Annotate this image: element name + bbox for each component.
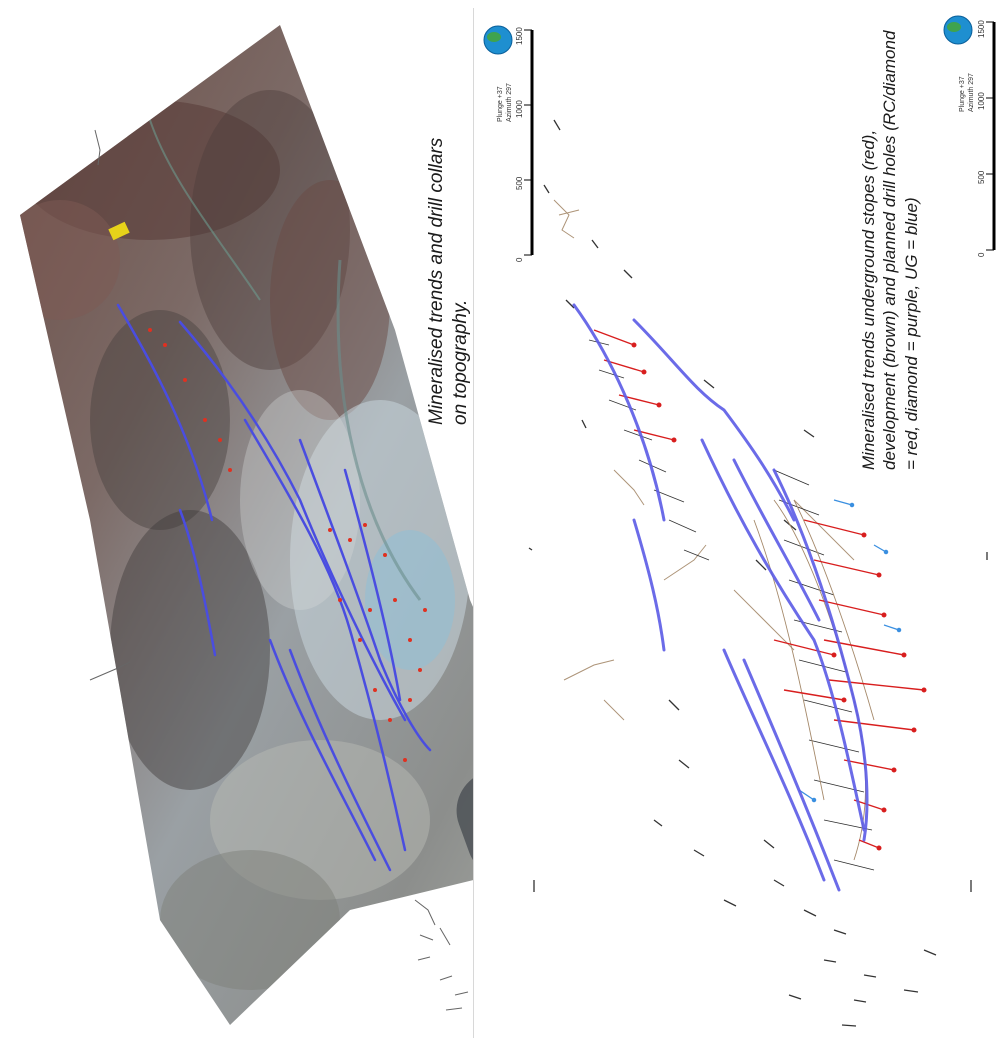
left-scale-500: 500	[515, 176, 524, 190]
terrain-texture	[20, 90, 473, 990]
underground-view-panel	[474, 0, 1001, 1046]
right-plunge-label: Plunge +37	[959, 76, 966, 112]
right-azimuth-label: Azimuth 297	[968, 73, 975, 112]
infrastructure-marker	[108, 221, 130, 241]
right-scale-500: 500	[977, 170, 986, 184]
right-scale-0: 0	[977, 252, 986, 257]
development-workings	[553, 199, 855, 721]
topography-map	[20, 25, 473, 1025]
left-scale-0: 0	[515, 257, 524, 262]
stope-cluster-main	[753, 469, 927, 871]
stope-cluster-north	[588, 329, 710, 561]
left-scale-1000: 1000	[515, 100, 524, 118]
mineralised-trends	[116, 303, 432, 872]
right-caption: Mineralised trends underground stopes (r…	[859, 30, 921, 470]
drill-dashes	[528, 119, 988, 1027]
left-plunge-label: Plunge +37	[497, 86, 504, 122]
left-caption: Mineralised trends and drill collars on …	[426, 137, 471, 425]
left-azimuth-label: Azimuth 297	[506, 83, 513, 122]
panel-divider	[473, 8, 474, 1038]
topography-view-panel	[0, 0, 473, 1046]
underground-model	[528, 119, 988, 1027]
drill-collars	[148, 328, 427, 762]
right-view-scale: Plunge +37 Azimuth 297 0 500 1000 1500	[940, 0, 1001, 270]
left-scale-1500: 1500	[515, 27, 524, 45]
right-scale-1000: 1000	[977, 92, 986, 110]
mineralised-trends	[572, 303, 869, 892]
drill-traces	[89, 129, 469, 1011]
right-scale-1500: 1500	[977, 20, 986, 38]
left-view-scale: Plunge +37 Azimuth 297 0 500 1000 1500	[480, 0, 540, 270]
